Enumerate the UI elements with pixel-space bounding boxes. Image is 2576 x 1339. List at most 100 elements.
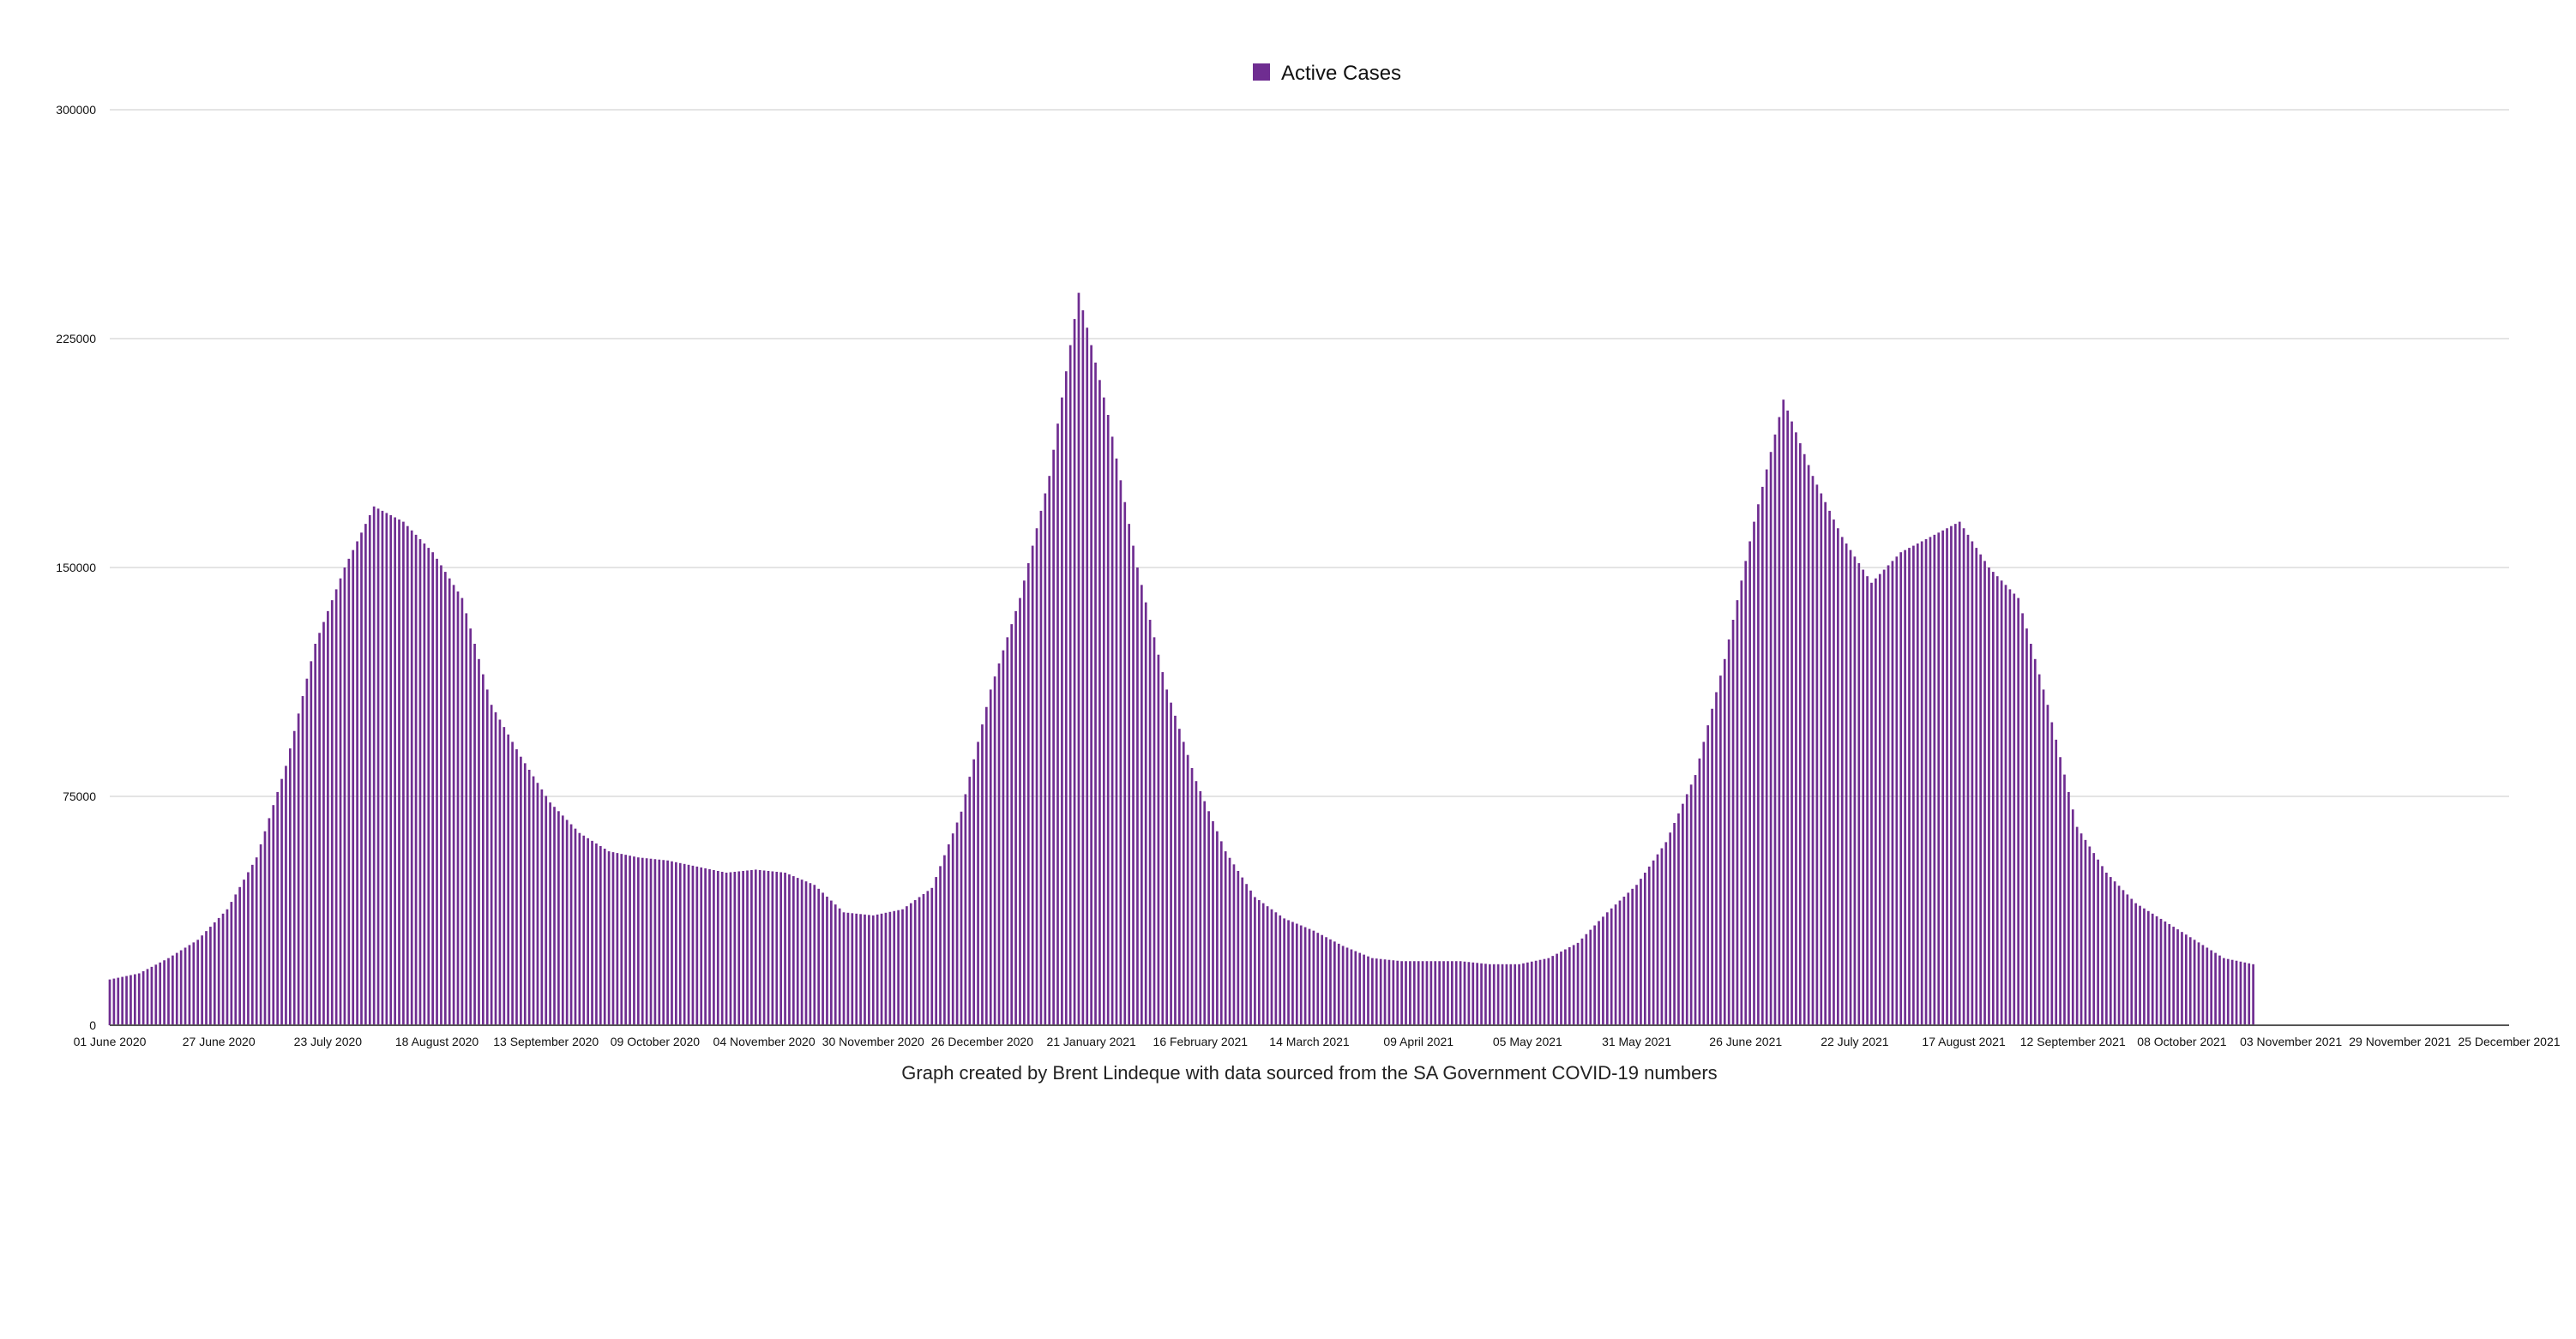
active-cases-bar — [347, 558, 351, 1025]
active-cases-bar — [1438, 961, 1441, 1025]
x-tick-label: 31 May 2021 — [1602, 1035, 1671, 1048]
active-cases-bar — [1148, 620, 1152, 1025]
active-cases-bar — [649, 858, 653, 1025]
active-cases-bar — [268, 818, 271, 1025]
active-cases-bar — [1480, 963, 1483, 1025]
active-cases-bar — [2126, 894, 2129, 1025]
active-cases-bar — [830, 900, 833, 1025]
active-cases-bar — [1303, 927, 1307, 1025]
active-cases-bar — [1966, 534, 1970, 1025]
active-cases-bar — [662, 860, 665, 1025]
active-cases-bar — [813, 885, 816, 1025]
active-cases-bar — [2117, 886, 2121, 1025]
active-cases-bar — [448, 578, 451, 1025]
active-cases-bar — [1962, 528, 1965, 1025]
active-cases-bar — [1518, 964, 1520, 1025]
active-cases-bar — [1106, 415, 1110, 1025]
active-cases-bar — [2218, 955, 2221, 1025]
active-cases-bar — [729, 872, 732, 1025]
active-cases-bar — [2008, 589, 2012, 1025]
active-cases-bar — [964, 794, 967, 1025]
active-cases-bar — [1178, 729, 1181, 1025]
active-cases-bar — [1400, 961, 1403, 1025]
active-cases-bar — [414, 534, 418, 1025]
active-cases-bar — [1492, 964, 1496, 1025]
active-cases-bar — [947, 844, 950, 1025]
active-cases-bar — [1526, 962, 1529, 1025]
active-cases-bar — [1212, 820, 1214, 1025]
active-cases-bar — [137, 973, 141, 1025]
active-cases-bar — [1610, 908, 1613, 1025]
active-cases-bar — [859, 914, 862, 1025]
active-cases-bar — [1283, 918, 1285, 1025]
active-cases-bar — [360, 532, 363, 1025]
active-cases-bar — [431, 552, 434, 1025]
active-cases-bar — [1010, 624, 1014, 1025]
active-cases-bar — [184, 947, 187, 1025]
active-cases-bar — [1110, 436, 1114, 1025]
active-cases-bar — [2226, 958, 2230, 1025]
active-cases-bar — [2143, 908, 2146, 1025]
active-cases-bar — [201, 935, 203, 1025]
active-cases-bar — [1467, 962, 1471, 1025]
active-cases-bar — [846, 912, 850, 1025]
active-cases-bar — [1862, 569, 1865, 1025]
active-cases-bar — [855, 913, 858, 1025]
active-cases-bar — [1249, 890, 1252, 1025]
active-cases-bar — [918, 897, 921, 1025]
active-cases-bar — [301, 696, 304, 1025]
active-cases-bar — [1543, 958, 1546, 1025]
x-tick-label: 30 November 2020 — [822, 1035, 924, 1048]
active-cases-bar — [334, 589, 338, 1025]
active-cases-bar — [314, 644, 317, 1025]
active-cases-bar — [452, 585, 455, 1025]
active-cases-bar — [410, 530, 413, 1025]
active-cases-bar — [217, 917, 220, 1025]
active-cases-bar — [406, 525, 409, 1025]
active-cases-bar — [1560, 952, 1562, 1025]
active-cases-bar — [1538, 959, 1542, 1025]
active-cases-bar — [276, 791, 280, 1025]
x-tick-label: 14 March 2021 — [1269, 1035, 1350, 1048]
active-cases-bar — [1933, 534, 1936, 1025]
active-cases-bar — [720, 871, 724, 1025]
active-cases-bar — [633, 856, 635, 1025]
active-cases-bar — [1602, 916, 1604, 1025]
active-cases-bar — [1660, 848, 1664, 1025]
active-cases-bar — [1677, 813, 1680, 1025]
active-cases-bar — [834, 904, 837, 1025]
active-cases-bar — [108, 979, 111, 1025]
active-cases-bar — [318, 633, 321, 1025]
active-cases-bar — [599, 845, 602, 1025]
active-cases-bar — [1350, 949, 1353, 1025]
active-cases-bar — [788, 874, 791, 1025]
active-cases-bar — [1261, 903, 1265, 1025]
active-cases-bar — [1924, 538, 1928, 1025]
x-tick-label: 18 August 2020 — [395, 1035, 479, 1048]
active-cases-bar — [1719, 676, 1722, 1025]
active-cases-bar — [641, 857, 644, 1025]
active-cases-bar — [658, 859, 661, 1025]
active-cases-bar — [1958, 521, 1961, 1025]
active-cases-bar — [2176, 929, 2179, 1025]
active-cases-bar — [737, 871, 741, 1025]
active-cases-bar — [243, 880, 245, 1025]
active-cases-bar — [310, 661, 313, 1025]
x-tick-label: 04 November 2020 — [713, 1035, 816, 1048]
active-cases-bar — [1614, 904, 1617, 1025]
active-cases-bar — [1833, 519, 1835, 1025]
active-cases-bar — [1064, 371, 1068, 1026]
active-cases-bar — [1472, 962, 1475, 1025]
active-cases-bar — [1144, 602, 1147, 1025]
active-cases-bar — [1995, 576, 1999, 1025]
active-cases-bar — [1312, 930, 1315, 1025]
active-cases-bar — [1778, 417, 1781, 1025]
active-cases-bar — [2021, 613, 2024, 1025]
active-cases-bar — [1367, 956, 1369, 1025]
active-cases-bar — [1773, 434, 1777, 1025]
active-cases-bar — [532, 776, 535, 1025]
active-cases-bar — [1161, 672, 1165, 1025]
active-cases-bar — [2004, 585, 2007, 1025]
